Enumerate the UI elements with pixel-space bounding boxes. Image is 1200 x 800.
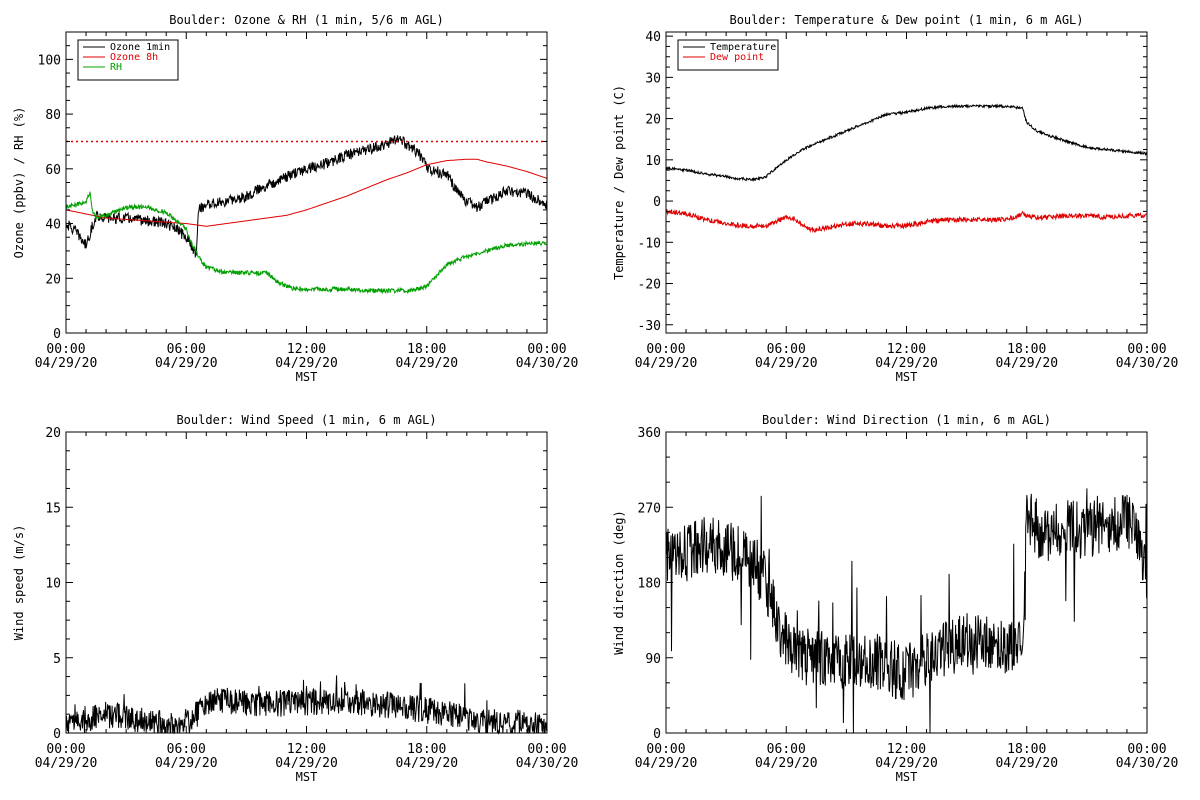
y-tick-label: 10 [645, 154, 661, 169]
x-tick-date: 04/29/20 [635, 756, 698, 771]
x-tick-time: 12:00 [887, 342, 926, 357]
x-tick-date: 04/29/20 [155, 356, 218, 371]
series-line-1 [65, 675, 548, 735]
y-tick-label: 0 [653, 195, 661, 210]
series-line-1 [65, 134, 548, 258]
x-axis-label: MST [296, 770, 318, 784]
x-axis-label: MST [896, 770, 918, 784]
x-tick-date: 04/29/20 [35, 356, 98, 371]
x-tick-time: 00:00 [1127, 742, 1166, 757]
legend-label: RH [110, 62, 122, 73]
y-tick-label: 90 [645, 652, 661, 667]
x-tick-date: 04/29/20 [395, 356, 458, 371]
x-axis-label: MST [896, 370, 918, 384]
y-tick-label: -10 [638, 236, 661, 251]
chart-title: Boulder: Ozone & RH (1 min, 5/6 m AGL) [169, 13, 444, 27]
y-tick-label: 80 [45, 108, 61, 123]
series-line-2 [665, 209, 1148, 234]
x-tick-time: 18:00 [1007, 742, 1046, 757]
x-tick-date: 04/29/20 [875, 356, 938, 371]
x-tick-time: 06:00 [167, 342, 206, 357]
plot-frame [665, 31, 1148, 334]
x-tick-time: 00:00 [1127, 342, 1166, 357]
x-tick-date: 04/29/20 [155, 756, 218, 771]
y-tick-label: 0 [53, 727, 61, 742]
x-tick-date: 04/30/20 [1116, 356, 1179, 371]
y-tick-label: -20 [638, 278, 661, 293]
panel-4: Boulder: Wind Direction (1 min, 6 m AGL)… [612, 413, 1178, 784]
x-tick-date: 04/29/20 [875, 756, 938, 771]
x-tick-date: 04/29/20 [275, 356, 338, 371]
legend-box [677, 39, 779, 71]
x-tick-date: 04/29/20 [395, 756, 458, 771]
legend-label: Ozone 1min [110, 42, 170, 53]
x-tick-time: 00:00 [646, 342, 685, 357]
x-tick-date: 04/29/20 [35, 756, 98, 771]
x-tick-time: 06:00 [167, 742, 206, 757]
y-tick-label: 5 [53, 652, 61, 667]
panel-1: Boulder: Ozone & RH (1 min, 5/6 m AGL)00… [12, 13, 578, 384]
x-tick-time: 06:00 [767, 342, 806, 357]
y-tick-label: -30 [638, 319, 661, 334]
x-tick-time: 00:00 [527, 342, 566, 357]
x-tick-date: 04/29/20 [635, 356, 698, 371]
chart-title: Boulder: Temperature & Dew point (1 min,… [729, 13, 1083, 27]
x-tick-time: 18:00 [407, 342, 446, 357]
y-tick-label: 10 [45, 577, 61, 592]
y-tick-label: 0 [53, 327, 61, 342]
x-tick-time: 12:00 [287, 742, 326, 757]
x-tick-date: 04/30/20 [516, 356, 579, 371]
x-tick-time: 00:00 [46, 742, 85, 757]
legend-label: Dew point [710, 52, 764, 63]
x-axis-label: MST [296, 370, 318, 384]
x-tick-date: 04/29/20 [755, 356, 818, 371]
chart-title: Boulder: Wind Direction (1 min, 6 m AGL) [762, 413, 1051, 427]
panel-3: Boulder: Wind Speed (1 min, 6 m AGL) 00:0… [12, 413, 578, 784]
series-line-1 [665, 488, 1148, 734]
y-tick-label: 30 [645, 71, 661, 86]
x-tick-time: 18:00 [1007, 342, 1046, 357]
y-tick-label: 100 [38, 53, 61, 68]
y-tick-label: 15 [45, 501, 61, 516]
y-tick-label: 360 [638, 426, 661, 441]
y-tick-label: 40 [645, 30, 661, 45]
y-tick-label: 60 [45, 163, 61, 178]
y-tick-label: 40 [45, 218, 61, 233]
y-axis-label: Wind speed (m/s) [12, 525, 26, 641]
series-line-3 [65, 191, 548, 295]
y-axis-label: Ozone (ppbv) / RH (%) [12, 107, 26, 259]
x-tick-date: 04/30/20 [516, 756, 579, 771]
y-axis-label: Wind direction (deg) [612, 510, 626, 655]
x-tick-time: 12:00 [287, 342, 326, 357]
chart-title: Boulder: Wind Speed (1 min, 6 m AGL) [176, 413, 436, 427]
x-tick-date: 04/29/20 [995, 756, 1058, 771]
x-tick-time: 06:00 [767, 742, 806, 757]
series-line-2 [65, 158, 548, 227]
x-tick-time: 12:00 [887, 742, 926, 757]
x-tick-date: 04/30/20 [1116, 756, 1179, 771]
y-tick-label: 0 [653, 727, 661, 742]
legend-label: Temperature [710, 42, 776, 53]
y-axis-label: Temperature / Dew point (C) [612, 85, 626, 280]
series-line-1 [665, 103, 1148, 182]
legend-label: Ozone 8h [110, 52, 158, 63]
x-tick-time: 00:00 [646, 742, 685, 757]
y-tick-label: 270 [638, 501, 661, 516]
x-tick-date: 04/29/20 [755, 756, 818, 771]
y-tick-label: 20 [45, 272, 61, 287]
x-tick-date: 04/29/20 [995, 356, 1058, 371]
y-tick-label: 20 [645, 113, 661, 128]
y-tick-label: 20 [45, 426, 61, 441]
x-tick-time: 00:00 [527, 742, 566, 757]
x-tick-time: 18:00 [407, 742, 446, 757]
x-tick-time: 00:00 [46, 342, 85, 357]
y-tick-label: 180 [638, 577, 661, 592]
x-tick-date: 04/29/20 [275, 756, 338, 771]
panel-2: Boulder: Temperature & Dew point (1 min,… [612, 13, 1178, 384]
